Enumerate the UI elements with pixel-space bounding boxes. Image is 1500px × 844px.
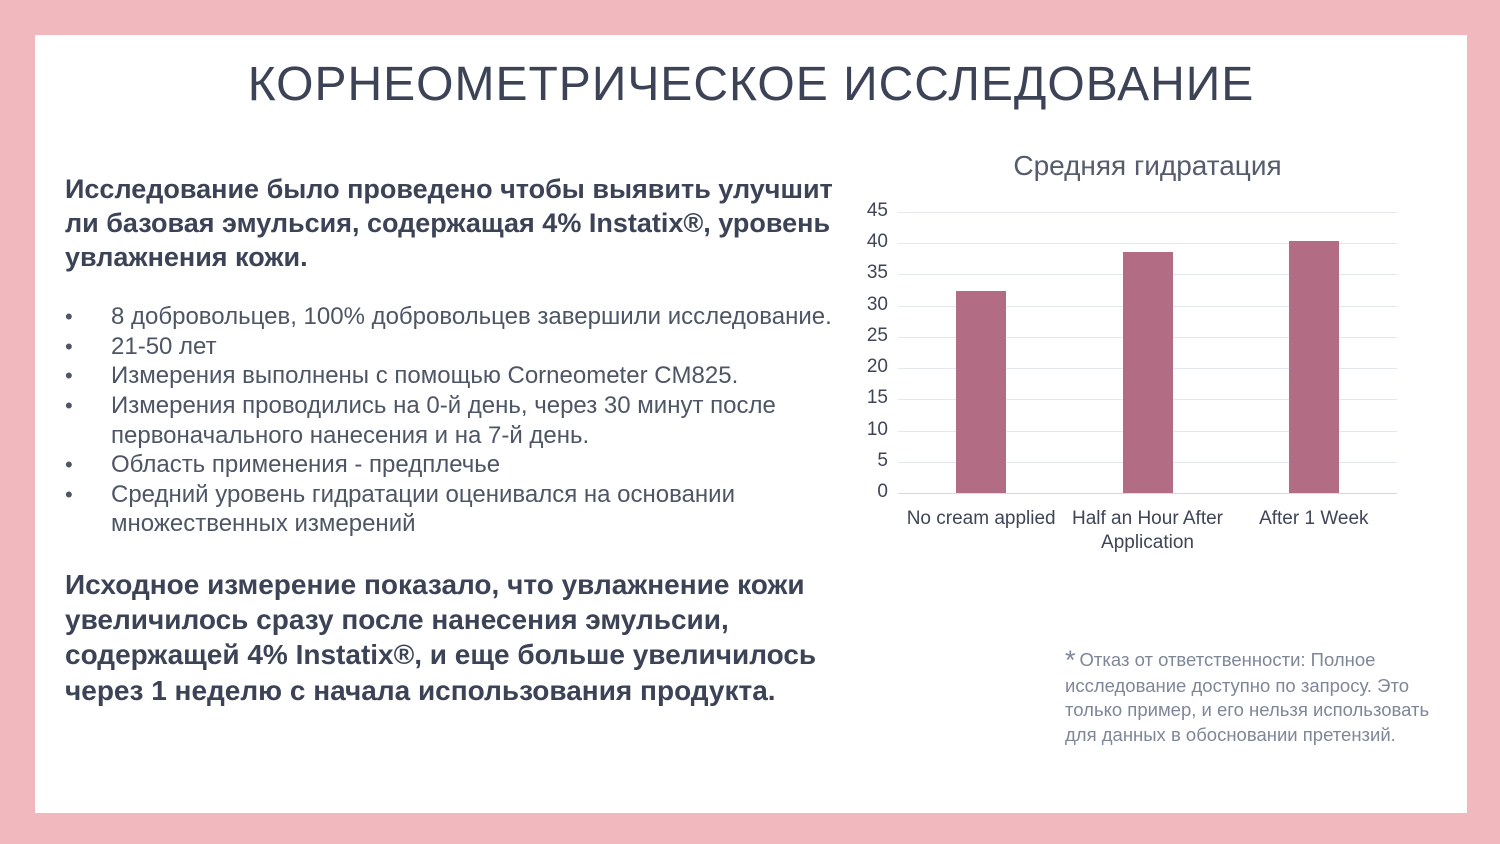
- bullet-icon: •: [65, 304, 73, 330]
- list-item: • Измерения выполнены с помощью Corneome…: [65, 361, 860, 391]
- list-item: • Область применения - предплечье: [65, 450, 860, 480]
- list-item: • Средний уровень гидратации оценивался …: [65, 480, 860, 539]
- bullet-icon: •: [65, 363, 73, 389]
- disclaimer-note: * Отказ от ответственности: Полное исслед…: [1065, 647, 1443, 747]
- page-title: КОРНЕОМЕТРИЧЕСКОЕ ИССЛЕДОВАНИЕ: [247, 58, 1255, 111]
- bullet-icon: •: [65, 333, 73, 359]
- list-item-text: Измерения проводились на 0-й день, через…: [111, 392, 776, 449]
- bar-after-1-week: [1288, 241, 1339, 493]
- list-item-text: 21-50 лет: [111, 332, 217, 360]
- study-conclusion-paragraph: Исходное измерение показало, что увлажне…: [65, 568, 817, 706]
- y-axis-tick-label: 40: [866, 231, 888, 253]
- disclaimer-text: Отказ от ответственности: Полное исследо…: [1065, 649, 1430, 745]
- slide: КОРНЕОМЕТРИЧЕСКОЕ ИССЛЕДОВАНИЕ Исследова…: [35, 35, 1467, 813]
- bar-no-cream-applied: [956, 290, 1007, 493]
- list-item-text: 8 добровольцев, 100% добровольцев заверш…: [111, 303, 832, 331]
- bullet-icon: •: [65, 481, 73, 507]
- chart-title: Средняя гидратация: [1013, 150, 1282, 181]
- study-details-list: • 8 добровольцев, 100% добровольцев заве…: [65, 302, 860, 539]
- list-item-text: Измерения выполнены с помощью Corneomete…: [111, 362, 739, 390]
- y-axis-tick-label: 0: [877, 481, 888, 502]
- x-axis-category-label: No cream applied: [906, 508, 1056, 529]
- list-item: • 21-50 лет: [65, 332, 860, 362]
- y-axis-tick-label: 35: [866, 262, 888, 284]
- study-description-column: Исследование было проведено чтобы выявит…: [65, 145, 860, 736]
- y-axis-tick-label: 25: [866, 324, 888, 346]
- bullet-icon: •: [65, 393, 73, 419]
- x-axis-category-label: Half an Hour After Application: [1071, 508, 1224, 553]
- gridline: [898, 243, 1397, 245]
- list-item: • Измерения проводились на 0-й день, чер…: [65, 391, 860, 450]
- y-axis-tick-label: 15: [866, 387, 888, 409]
- y-axis-tick-label: 10: [866, 418, 888, 440]
- y-axis-tick-label: 45: [866, 200, 888, 221]
- asterisk-icon: *: [1065, 645, 1076, 675]
- x-axis-category-label: After 1 Week: [1259, 508, 1369, 529]
- list-item-text: Средний уровень гидратации оценивался на…: [111, 480, 735, 538]
- hydration-bar-chart: Средняя гидратация 0 5 10 15 20 25 30 35 40 45 No …: [855, 150, 1400, 590]
- gridline: [898, 212, 1397, 213]
- y-axis-tick-label: 30: [866, 293, 888, 315]
- study-intro-paragraph: Исследование было проведено чтобы выявит…: [65, 174, 833, 273]
- y-axis-tick-label: 5: [877, 449, 888, 471]
- bar-half-an-hour-after-application: [1122, 251, 1173, 493]
- gridline: [898, 493, 1397, 494]
- chart-plot-area: [898, 212, 1397, 494]
- bullet-icon: •: [65, 452, 73, 478]
- y-axis-tick-label: 20: [866, 356, 888, 378]
- list-item-text: Область применения - предплечье: [111, 451, 501, 479]
- list-item: • 8 добровольцев, 100% добровольцев заве…: [65, 302, 860, 332]
